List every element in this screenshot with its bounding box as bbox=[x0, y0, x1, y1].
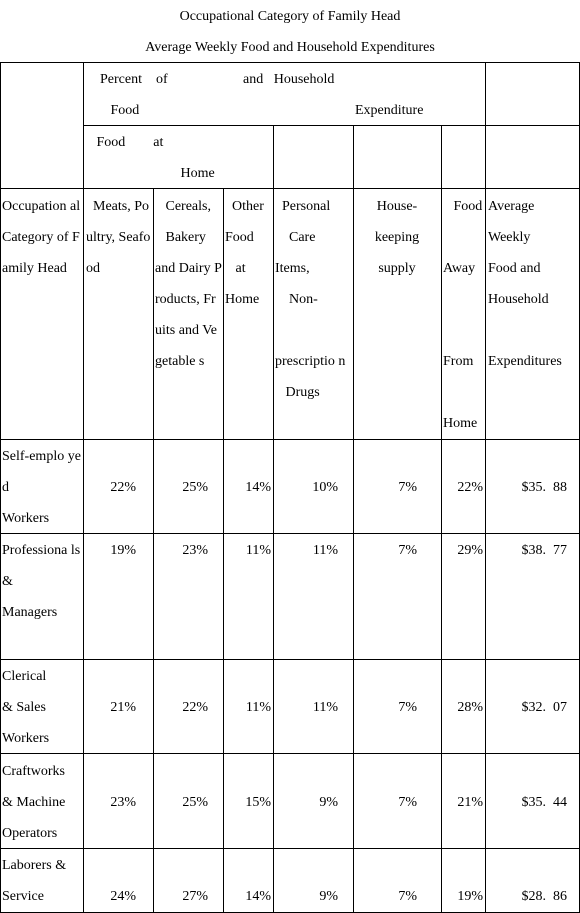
cell-average: $28. 86 bbox=[521, 889, 568, 904]
cell-housekeeping: 7% bbox=[398, 889, 417, 904]
grid-line bbox=[83, 62, 84, 913]
cell-food-away: 28% bbox=[457, 700, 483, 715]
header-and-household: and Household bbox=[243, 72, 335, 87]
table-title-line-1: Occupational Category of Family Head bbox=[179, 9, 401, 24]
cell-personal-care: 10% bbox=[312, 480, 338, 495]
cell-cereals: 22% bbox=[182, 700, 208, 715]
cell-housekeeping: 7% bbox=[398, 795, 417, 810]
row-category: Clerical & Sales Workers bbox=[2, 669, 50, 746]
cell-meats: 23% bbox=[110, 795, 136, 810]
col-header-occupation: Occupation al Category of Family Head bbox=[2, 199, 84, 276]
cell-personal-care: 11% bbox=[312, 700, 338, 715]
row-category: Professiona ls & Managers bbox=[2, 543, 81, 620]
cell-food-away: 21% bbox=[457, 795, 483, 810]
row-category: Craftworks & Machine Operators bbox=[2, 764, 66, 841]
cell-other-food: 14% bbox=[245, 480, 271, 495]
col-header-other-food: Other Food at Home bbox=[225, 199, 264, 307]
grid-line bbox=[223, 188, 224, 913]
cell-other-food: 15% bbox=[245, 795, 271, 810]
cell-personal-care: 9% bbox=[319, 795, 338, 810]
col-header-meats: Meats, Poultry, Seafood bbox=[86, 199, 151, 276]
cell-meats: 21% bbox=[110, 700, 136, 715]
row-category: Self-emplo yed Workers bbox=[2, 449, 81, 526]
grid-line bbox=[0, 188, 580, 189]
cell-average: $35. 88 bbox=[521, 480, 568, 495]
grid-line bbox=[353, 125, 354, 913]
cell-cereals: 25% bbox=[182, 795, 208, 810]
grid-line bbox=[0, 439, 580, 440]
grid-line bbox=[0, 533, 580, 534]
grid-line bbox=[153, 188, 154, 913]
row-category: Laborers & Service bbox=[2, 858, 67, 904]
cell-cereals: 27% bbox=[182, 889, 208, 904]
cell-housekeeping: 7% bbox=[398, 543, 417, 558]
grid-line bbox=[0, 62, 580, 63]
col-header-housekeeping: House- keeping supply bbox=[374, 199, 420, 276]
cell-average: $38. 77 bbox=[521, 543, 568, 558]
grid-line bbox=[485, 62, 486, 913]
col-header-cereals: Cereals, Bakery and Dairy Products, Frui… bbox=[155, 199, 222, 369]
cell-other-food: 11% bbox=[245, 543, 271, 558]
cell-personal-care: 9% bbox=[319, 889, 338, 904]
header-expenditure: Expenditure bbox=[355, 103, 424, 118]
header-food-at-home: Food at Home bbox=[96, 135, 215, 181]
col-header-food-away: Food Away From Home bbox=[443, 199, 483, 431]
cell-cereals: 23% bbox=[182, 543, 208, 558]
cell-food-away: 29% bbox=[457, 543, 483, 558]
cell-meats: 22% bbox=[110, 480, 136, 495]
cell-food-away: 22% bbox=[457, 480, 483, 495]
cell-average: $35. 44 bbox=[521, 795, 568, 810]
cell-average: $32. 07 bbox=[521, 700, 568, 715]
grid-line bbox=[273, 125, 274, 913]
cell-meats: 24% bbox=[110, 889, 136, 904]
header-percent-of-food: Percent of Food bbox=[100, 72, 168, 118]
grid-line bbox=[0, 753, 580, 754]
grid-line bbox=[441, 125, 442, 913]
grid-line bbox=[0, 848, 580, 849]
cell-other-food: 11% bbox=[245, 700, 271, 715]
table-title-line-2: Average Weekly Food and Household Expend… bbox=[145, 40, 435, 55]
cell-food-away: 19% bbox=[457, 889, 483, 904]
cell-cereals: 25% bbox=[182, 480, 208, 495]
col-header-average: Average Weekly Food and Household Expend… bbox=[488, 199, 562, 369]
grid-line bbox=[83, 125, 580, 126]
cell-personal-care: 11% bbox=[312, 543, 338, 558]
cell-housekeeping: 7% bbox=[398, 480, 417, 495]
col-header-personal-care: Personal Care Items, Non- prescriptio n … bbox=[275, 199, 346, 400]
cell-housekeeping: 7% bbox=[398, 700, 417, 715]
cell-meats: 19% bbox=[110, 543, 136, 558]
grid-line bbox=[0, 659, 580, 660]
grid-line bbox=[0, 62, 1, 913]
cell-other-food: 14% bbox=[245, 889, 271, 904]
